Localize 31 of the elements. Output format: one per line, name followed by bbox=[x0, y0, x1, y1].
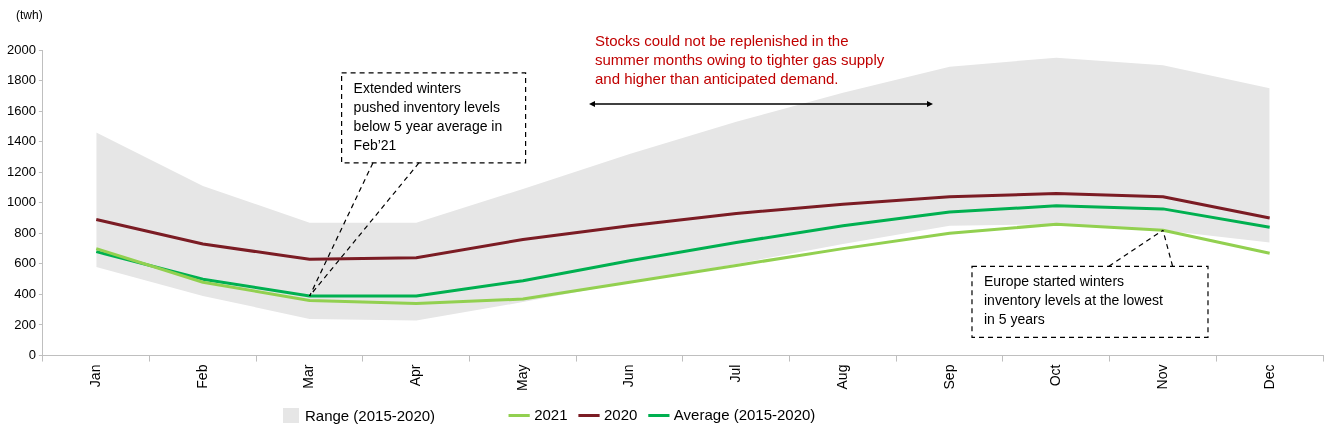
y-tick-label: 200 bbox=[14, 316, 36, 332]
annotation: Stocks could not be replenished in the summer months owing to tighter gas supply and higher than anticipated demand. bbox=[595, 31, 885, 87]
x-tick-label: Oct bbox=[1047, 364, 1064, 387]
y-tick-label: 600 bbox=[14, 255, 36, 271]
y-tick-label: 1400 bbox=[7, 133, 36, 149]
y-tick-label: 1600 bbox=[7, 102, 36, 118]
x-tick-label: Apr bbox=[407, 364, 424, 387]
annotation: Extended winters pushed inventory levels below 5 year average in Feb’21 bbox=[353, 79, 503, 153]
y-tick-label: 1200 bbox=[7, 163, 36, 179]
x-tick-label: Jun bbox=[620, 364, 637, 388]
x-tick-label: Jul bbox=[727, 364, 744, 383]
y-tick-label: 400 bbox=[14, 286, 36, 302]
y-tick-label: 0 bbox=[28, 347, 36, 363]
annotation: Europe started winters inventory levels at the lowest in 5 years bbox=[983, 273, 1164, 328]
x-tick-label: Mar bbox=[300, 364, 317, 389]
y-tick-label: 1000 bbox=[7, 194, 36, 210]
y-tick-label: 2000 bbox=[7, 41, 36, 57]
y-axis-title: (twh) bbox=[16, 8, 43, 23]
x-tick-label: May bbox=[513, 364, 530, 391]
x-tick-label: Aug bbox=[833, 364, 850, 390]
legend-label: Average (2015-2020) bbox=[673, 405, 816, 423]
x-tick-label: Feb bbox=[193, 364, 210, 389]
legend-label: 2021 bbox=[534, 405, 568, 423]
y-tick-label: 800 bbox=[14, 224, 36, 240]
y-tick-label: 1800 bbox=[7, 72, 36, 88]
x-tick-label: Dec bbox=[1260, 364, 1277, 390]
x-tick-label: Sep bbox=[940, 364, 957, 390]
legend-label: 2020 bbox=[604, 405, 638, 423]
x-tick-label: Jan bbox=[87, 364, 104, 388]
text: Range (2015-2020) bbox=[305, 406, 436, 424]
x-tick-label: Nov bbox=[1153, 364, 1170, 390]
